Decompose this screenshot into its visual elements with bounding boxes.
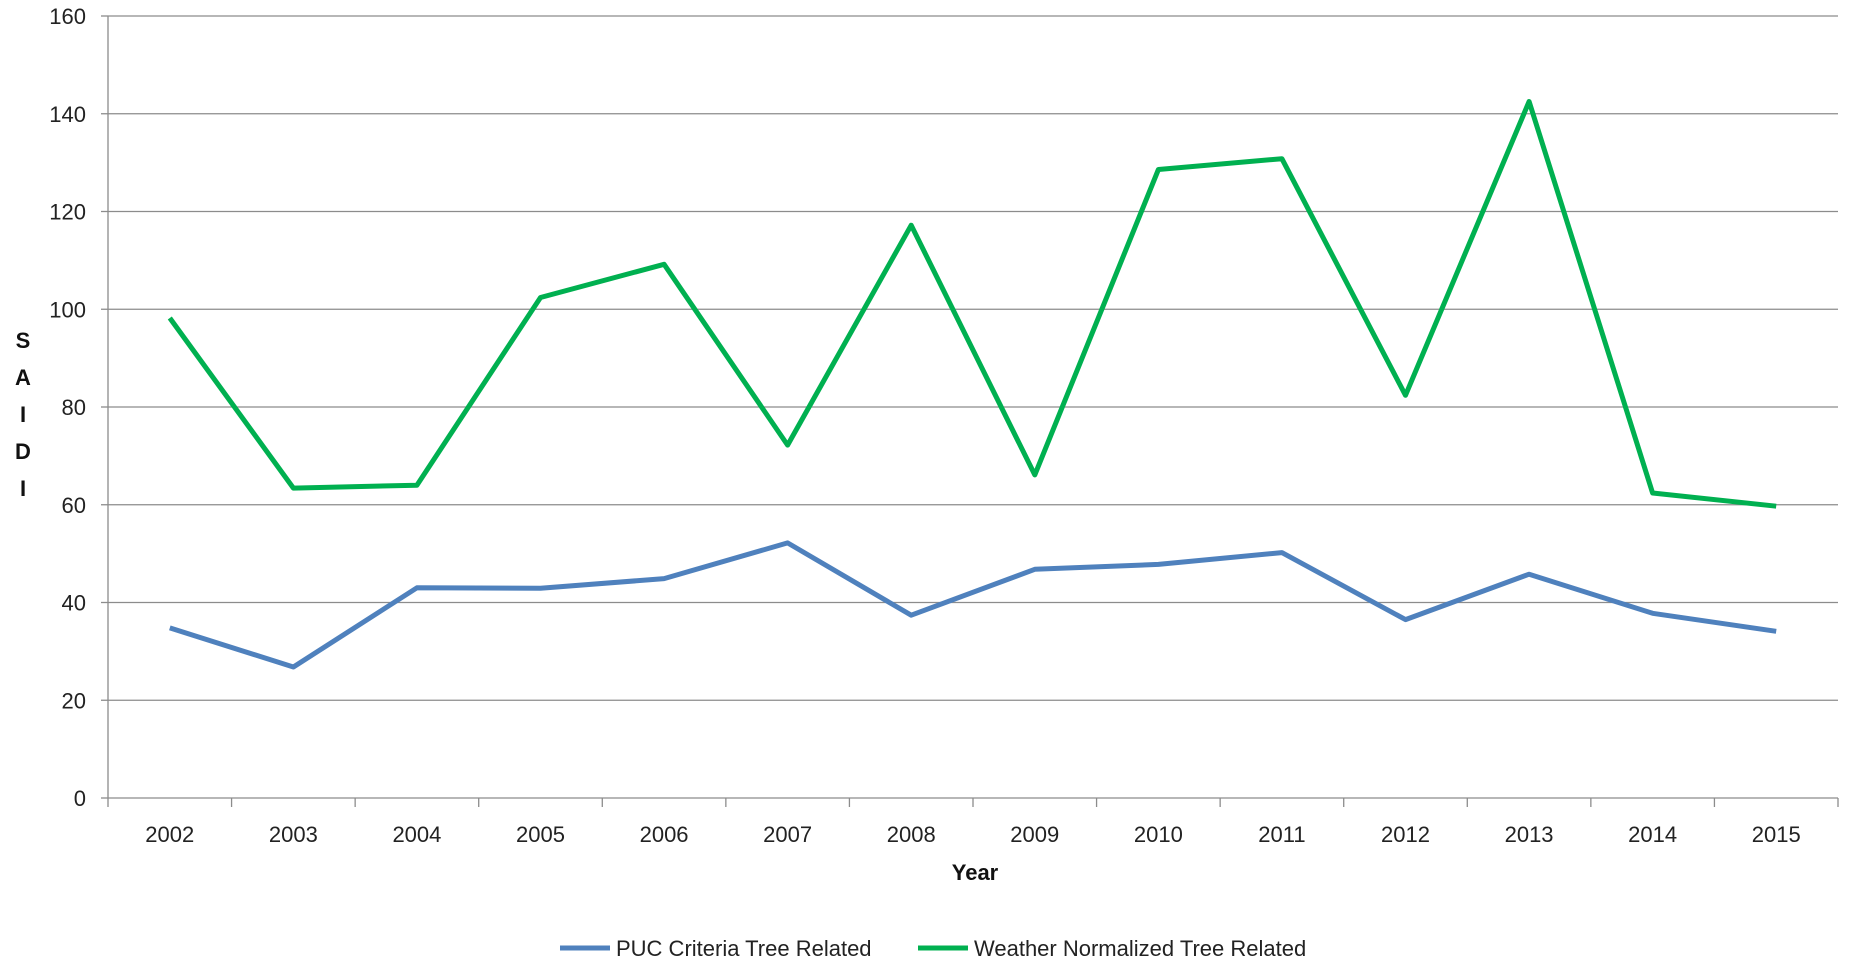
x-tick-label: 2002 xyxy=(145,822,194,847)
y-tick-label: 140 xyxy=(49,102,86,127)
x-tick-label: 2010 xyxy=(1134,822,1183,847)
x-tick-label: 2003 xyxy=(269,822,318,847)
legend-label: PUC Criteria Tree Related xyxy=(616,936,872,961)
axes xyxy=(101,15,1839,807)
x-tick-label: 2015 xyxy=(1752,822,1801,847)
y-axis-title-letter: S xyxy=(16,328,31,353)
x-tick-label: 2011 xyxy=(1258,822,1305,847)
x-tick-label: 2009 xyxy=(1010,822,1059,847)
y-axis-title-letter: D xyxy=(15,439,31,464)
y-tick-label: 160 xyxy=(49,4,86,29)
y-tick-label: 40 xyxy=(62,591,86,616)
series-lines xyxy=(167,99,1777,670)
x-tick-label: 2006 xyxy=(640,822,689,847)
y-tick-label: 0 xyxy=(74,786,86,811)
legend: PUC Criteria Tree Related Weather Normali… xyxy=(560,936,1306,961)
legend-label: Weather Normalized Tree Related xyxy=(974,936,1306,961)
y-axis-title-letter: A xyxy=(15,365,31,390)
x-tick-label: 2004 xyxy=(392,822,441,847)
y-tick-label: 20 xyxy=(62,688,86,713)
x-tick-label: 2005 xyxy=(516,822,565,847)
x-tick-label: 2014 xyxy=(1628,822,1677,847)
x-axis-title: Year xyxy=(952,860,999,885)
y-tick-label: 120 xyxy=(49,200,86,225)
x-tick-label: 2012 xyxy=(1381,822,1430,847)
y-axis-title-letter: I xyxy=(20,476,26,501)
y-axis-title-letter: I xyxy=(20,402,26,427)
y-tick-label: 80 xyxy=(62,395,86,420)
y-tick-label: 100 xyxy=(49,297,86,322)
y-tick-label: 60 xyxy=(62,493,86,518)
x-tick-label: 2008 xyxy=(887,822,936,847)
series-line-puc-criteria xyxy=(169,540,1777,670)
x-tick-label: 2013 xyxy=(1505,822,1554,847)
x-tick-labels: 2002 2003 2004 2005 2006 2007 2008 2009 2010 2011… xyxy=(145,822,1800,847)
y-tick-labels: 0 20 40 60 80 100 120 140 160 xyxy=(49,4,86,811)
gridlines xyxy=(108,15,1838,701)
series-line-weather-normalized xyxy=(167,99,1777,509)
x-tick-label: 2007 xyxy=(763,822,812,847)
